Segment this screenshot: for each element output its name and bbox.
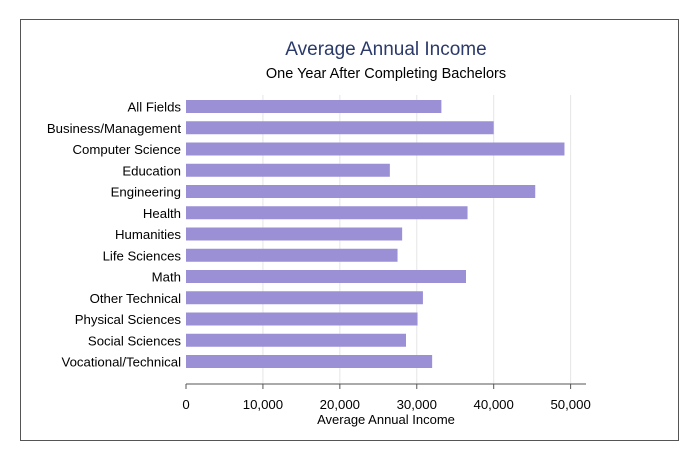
x-tick-label-3: 30,000 bbox=[397, 397, 437, 412]
bars bbox=[186, 100, 565, 368]
category-label-8: Life Sciences bbox=[103, 248, 182, 263]
x-tick-label-2: 20,000 bbox=[320, 397, 360, 412]
category-label-3: Computer Science bbox=[73, 142, 181, 157]
bar-1 bbox=[186, 100, 442, 113]
bar-5 bbox=[186, 185, 536, 198]
category-label-9: Math bbox=[152, 270, 181, 285]
bar-2 bbox=[186, 121, 494, 135]
x-axis-label: Average Annual Income bbox=[317, 412, 455, 427]
category-label-7: Humanities bbox=[115, 227, 181, 242]
bar-12 bbox=[186, 333, 406, 347]
bar-11 bbox=[186, 312, 418, 326]
bar-8 bbox=[186, 248, 398, 262]
bar-13 bbox=[186, 355, 433, 368]
bar-4 bbox=[186, 163, 390, 177]
category-labels: All Fields Business/Management Computer Sc… bbox=[47, 100, 182, 370]
bar-6 bbox=[186, 206, 468, 220]
category-label-6: Health bbox=[143, 206, 181, 221]
category-label-1: All Fields bbox=[128, 100, 182, 115]
category-label-11: Physical Sciences bbox=[75, 312, 182, 327]
chart-title: Average Annual Income bbox=[285, 39, 486, 60]
x-tick-label-0: 0 bbox=[182, 397, 189, 412]
bar-9 bbox=[186, 270, 466, 283]
category-label-13: Vocational/Technical bbox=[62, 355, 182, 370]
category-label-4: Education bbox=[122, 163, 181, 178]
x-tick-label-5: 50,000 bbox=[550, 397, 590, 412]
bar-10 bbox=[186, 291, 423, 305]
category-label-5: Engineering bbox=[111, 185, 181, 200]
bar-7 bbox=[186, 227, 403, 241]
category-label-2: Business/Management bbox=[47, 121, 181, 136]
category-label-10: Other Technical bbox=[90, 291, 181, 306]
x-tick-label-4: 40,000 bbox=[474, 397, 514, 412]
x-tick-label-1: 10,000 bbox=[243, 397, 283, 412]
bar-3 bbox=[186, 142, 565, 156]
category-label-12: Social Sciences bbox=[88, 333, 181, 348]
chart-subtitle: One Year After Completing Bachelors bbox=[266, 66, 506, 82]
x-axis: 0 10,000 20,000 30,000 40,000 50,000 bbox=[182, 383, 591, 412]
